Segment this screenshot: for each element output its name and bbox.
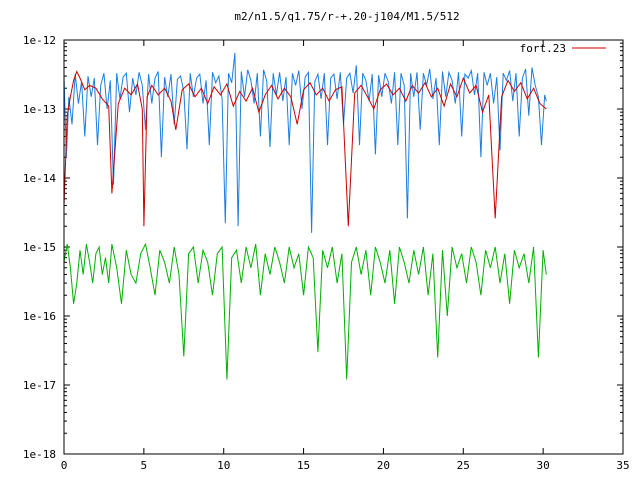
x-tick-label: 35 bbox=[616, 459, 629, 472]
plot-frame bbox=[63, 39, 624, 455]
x-tick-label: 25 bbox=[457, 459, 470, 472]
series-line-1 bbox=[63, 52, 547, 233]
y-tick-label: 1e-13 bbox=[23, 103, 56, 116]
x-tick-label: 30 bbox=[537, 459, 550, 472]
plot-lines bbox=[63, 52, 547, 380]
series-line-0 bbox=[63, 70, 547, 227]
series-line-2 bbox=[63, 242, 547, 380]
y-tick-label: 1e-15 bbox=[23, 241, 56, 254]
chart-title: m2/n1.5/q1.75/r-+.20-j104/M1.5/512 bbox=[234, 10, 459, 23]
x-tick-label: 20 bbox=[377, 459, 390, 472]
y-tick-label: 1e-16 bbox=[23, 310, 56, 323]
legend: fort.23 bbox=[520, 42, 606, 55]
y-tick-label: 1e-12 bbox=[23, 34, 56, 47]
x-tick-label: 15 bbox=[297, 459, 310, 472]
x-tick-label: 10 bbox=[217, 459, 230, 472]
legend-label-fort-23: fort.23 bbox=[520, 42, 566, 55]
y-tick-label: 1e-17 bbox=[23, 379, 56, 392]
x-tick-label: 0 bbox=[61, 459, 68, 472]
y-tick-label: 1e-18 bbox=[23, 448, 56, 461]
y-tick-label: 1e-14 bbox=[23, 172, 56, 185]
x-tick-label: 5 bbox=[141, 459, 148, 472]
axis-ticks: 0 5 10 15 20 25 30 35 1e-18 1e-17 1e-16 1e-15 1e-14 1… bbox=[23, 34, 630, 472]
